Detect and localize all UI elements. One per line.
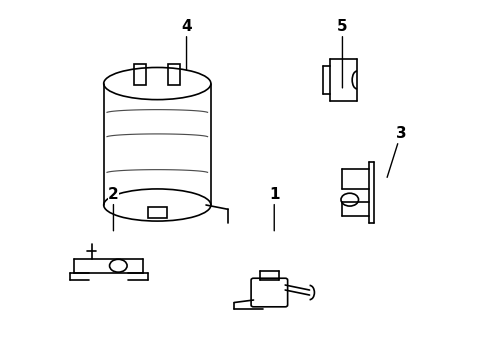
- Bar: [134, 64, 147, 85]
- Text: 2: 2: [108, 187, 119, 231]
- Text: 3: 3: [387, 126, 406, 177]
- Bar: [168, 64, 180, 85]
- Bar: [147, 207, 167, 218]
- Text: 1: 1: [269, 187, 279, 231]
- Text: 5: 5: [337, 19, 348, 88]
- Text: 4: 4: [181, 19, 192, 70]
